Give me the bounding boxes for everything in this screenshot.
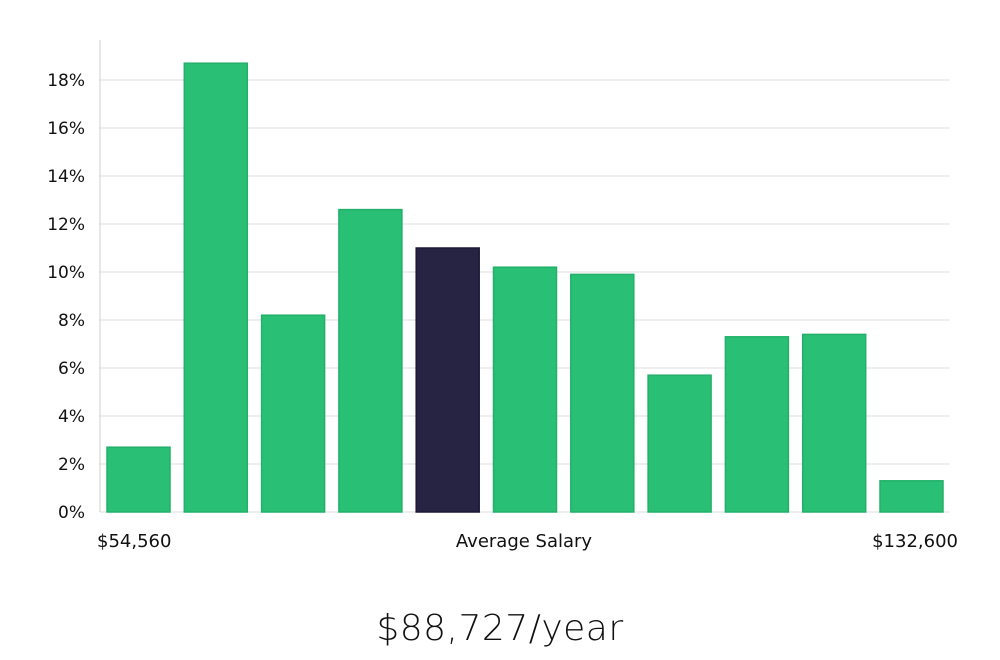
bar [106, 446, 171, 513]
bar [801, 333, 867, 513]
bar [879, 480, 944, 513]
x-label-min: $54,560 [97, 531, 171, 552]
bar [338, 208, 403, 513]
y-axis-ticks: 0% 2% 4% 6% 8% 10% 12% 14% 16% 18% [47, 71, 85, 523]
y-tick-label: 16% [47, 119, 85, 139]
y-tick-label: 18% [47, 71, 85, 91]
bar [570, 273, 635, 513]
average-salary-value: $88,727/year [376, 608, 624, 649]
y-tick-label: 0% [58, 503, 85, 523]
y-tick-label: 12% [47, 215, 85, 235]
y-tick-label: 2% [58, 455, 85, 475]
bar [492, 266, 558, 513]
bar [647, 374, 712, 513]
x-label-max: $132,600 [872, 531, 958, 552]
bar [260, 314, 326, 513]
salary-distribution-chart: 0% 2% 4% 6% 8% 10% 12% 14% 16% 18% $54,560 Averag… [47, 40, 958, 552]
y-tick-label: 10% [47, 263, 85, 283]
bars [106, 62, 944, 513]
x-label-average: Average Salary [456, 531, 593, 552]
y-tick-label: 8% [58, 311, 85, 331]
y-tick-label: 4% [58, 407, 85, 427]
bar [724, 336, 790, 513]
bar [183, 62, 249, 513]
y-tick-label: 6% [58, 359, 85, 379]
y-tick-label: 14% [47, 167, 85, 187]
bar-average-bucket [415, 247, 480, 513]
